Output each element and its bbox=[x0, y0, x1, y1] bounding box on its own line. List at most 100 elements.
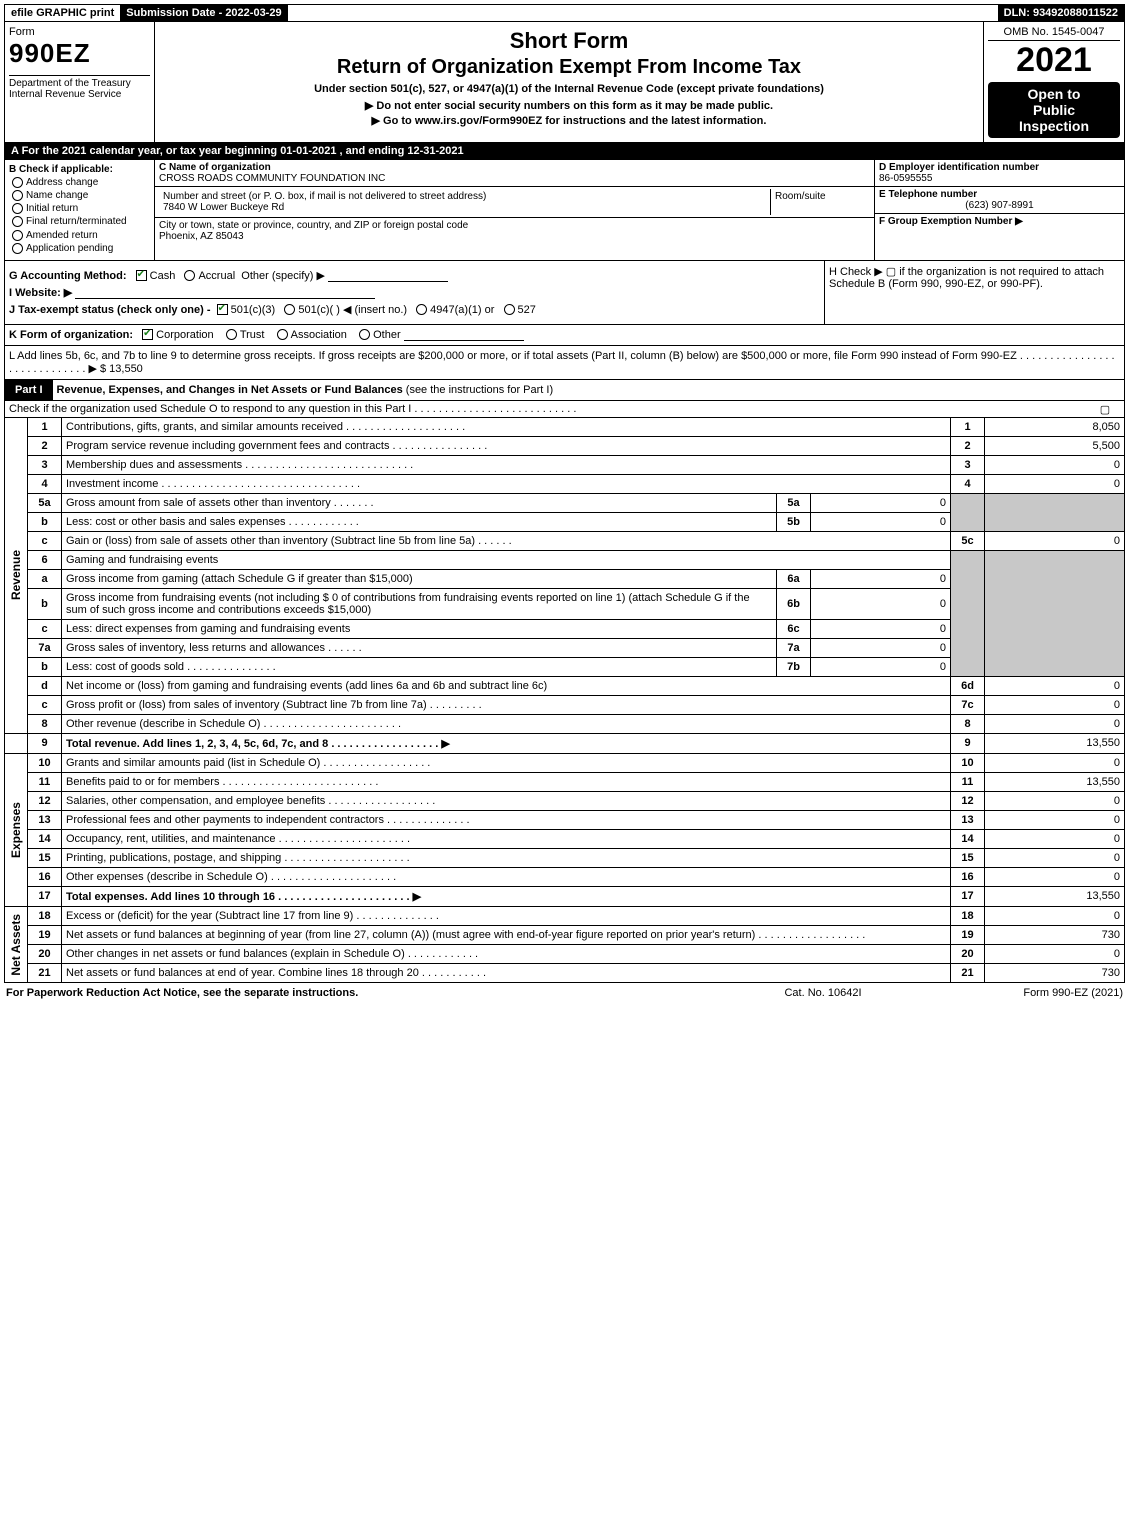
line-7b-desc: Less: cost of goods sold . . . . . . . .… bbox=[62, 657, 777, 676]
check-other-org[interactable] bbox=[359, 329, 370, 340]
b-header: B Check if applicable: bbox=[9, 164, 150, 175]
line-14-label: 14 bbox=[951, 829, 985, 848]
form-label: Form bbox=[9, 26, 150, 38]
line-6d-amount: 0 bbox=[985, 676, 1125, 695]
line-6b-sublabel: 6b bbox=[777, 588, 811, 619]
tel-value: (623) 907-8991 bbox=[879, 200, 1120, 211]
line-5a-desc: Gross amount from sale of assets other t… bbox=[62, 493, 777, 512]
check-4947[interactable] bbox=[416, 304, 427, 315]
line-19-label: 19 bbox=[951, 925, 985, 944]
part-i-tab: Part I bbox=[5, 380, 53, 400]
line-6-desc: Gaming and fundraising events bbox=[62, 550, 951, 569]
line-12-desc: Salaries, other compensation, and employ… bbox=[62, 791, 951, 810]
check-527[interactable] bbox=[504, 304, 515, 315]
k-form-of-org: K Form of organization: Corporation Trus… bbox=[4, 325, 1125, 346]
rev-spacer bbox=[5, 733, 28, 753]
line-8-num: 8 bbox=[28, 714, 62, 733]
omb-number: OMB No. 1545-0047 bbox=[988, 26, 1120, 41]
line-18-desc: Excess or (deficit) for the year (Subtra… bbox=[62, 906, 951, 925]
line-3-amount: 0 bbox=[985, 455, 1125, 474]
section-h: H Check ▶ ▢ if the organization is not r… bbox=[824, 261, 1124, 324]
line-9-desc: Total revenue. Add lines 1, 2, 3, 4, 5c,… bbox=[62, 733, 951, 753]
line-16-desc: Other expenses (describe in Schedule O) … bbox=[62, 867, 951, 886]
line-2-label: 2 bbox=[951, 436, 985, 455]
c-room-label: Room/suite bbox=[770, 189, 870, 215]
line-7a-desc: Gross sales of inventory, less returns a… bbox=[62, 638, 777, 657]
line-4-num: 4 bbox=[28, 474, 62, 493]
line-5c-desc: Gain or (loss) from sale of assets other… bbox=[62, 531, 951, 550]
org-city: Phoenix, AZ 85043 bbox=[159, 231, 870, 242]
section-b-checkboxes: B Check if applicable: Address change Na… bbox=[5, 160, 155, 260]
line-19-num: 19 bbox=[28, 925, 62, 944]
line-4-amount: 0 bbox=[985, 474, 1125, 493]
check-corporation[interactable] bbox=[142, 329, 153, 340]
part-i-header: Part I Revenue, Expenses, and Changes in… bbox=[4, 380, 1125, 401]
line-12-num: 12 bbox=[28, 791, 62, 810]
org-name: CROSS ROADS COMMUNITY FOUNDATION INC bbox=[159, 173, 870, 184]
check-name-change[interactable]: Name change bbox=[9, 190, 150, 201]
line-21-desc: Net assets or fund balances at end of ye… bbox=[62, 963, 951, 982]
line-5-grey-amt bbox=[985, 493, 1125, 531]
f-group-label: F Group Exemption Number ▶ bbox=[879, 216, 1120, 227]
dln: DLN: 93492088011522 bbox=[998, 5, 1124, 21]
line-7c-num: c bbox=[28, 695, 62, 714]
line-5b-subvalue: 0 bbox=[811, 512, 951, 531]
line-6a-subvalue: 0 bbox=[811, 569, 951, 588]
line-1-label: 1 bbox=[951, 418, 985, 437]
line-10-label: 10 bbox=[951, 753, 985, 772]
schedule-o-checkbox[interactable]: ▢ bbox=[1090, 403, 1120, 416]
line-2-desc: Program service revenue including govern… bbox=[62, 436, 951, 455]
line-5b-sublabel: 5b bbox=[777, 512, 811, 531]
line-7c-label: 7c bbox=[951, 695, 985, 714]
line-6b-desc: Gross income from fundraising events (no… bbox=[62, 588, 777, 619]
line-3-num: 3 bbox=[28, 455, 62, 474]
form-header: Form 990EZ Department of the Treasury In… bbox=[4, 22, 1125, 143]
header-goto[interactable]: ▶ Go to www.irs.gov/Form990EZ for instru… bbox=[159, 114, 979, 127]
line-6-grey-amt bbox=[985, 550, 1125, 676]
open-to-public: Open to Public Inspection bbox=[988, 82, 1120, 138]
line-15-label: 15 bbox=[951, 848, 985, 867]
line-5c-num: c bbox=[28, 531, 62, 550]
line-6d-num: d bbox=[28, 676, 62, 695]
efile-print[interactable]: efile GRAPHIC print bbox=[5, 5, 120, 21]
line-1-amount: 8,050 bbox=[985, 418, 1125, 437]
section-a-tax-year: A For the 2021 calendar year, or tax yea… bbox=[4, 143, 1125, 160]
line-6c-sublabel: 6c bbox=[777, 619, 811, 638]
line-7b-sublabel: 7b bbox=[777, 657, 811, 676]
check-final-return[interactable]: Final return/terminated bbox=[9, 216, 150, 227]
check-initial-return[interactable]: Initial return bbox=[9, 203, 150, 214]
line-9-label: 9 bbox=[951, 733, 985, 753]
line-7b-subvalue: 0 bbox=[811, 657, 951, 676]
section-def: D Employer identification number 86-0595… bbox=[874, 160, 1124, 260]
dept-treasury: Department of the Treasury Internal Reve… bbox=[9, 75, 150, 100]
line-13-label: 13 bbox=[951, 810, 985, 829]
line-20-desc: Other changes in net assets or fund bala… bbox=[62, 944, 951, 963]
check-trust[interactable] bbox=[226, 329, 237, 340]
line-10-num: 10 bbox=[28, 753, 62, 772]
ein-value: 86-0595555 bbox=[879, 173, 1120, 184]
line-7a-num: 7a bbox=[28, 638, 62, 657]
line-10-amount: 0 bbox=[985, 753, 1125, 772]
check-amended-return[interactable]: Amended return bbox=[9, 230, 150, 241]
line-6d-label: 6d bbox=[951, 676, 985, 695]
check-501c3[interactable] bbox=[217, 304, 228, 315]
page-footer: For Paperwork Reduction Act Notice, see … bbox=[4, 983, 1125, 1003]
line-5a-num: 5a bbox=[28, 493, 62, 512]
line-6d-desc: Net income or (loss) from gaming and fun… bbox=[62, 676, 951, 695]
check-accrual[interactable] bbox=[184, 270, 195, 281]
line-13-num: 13 bbox=[28, 810, 62, 829]
check-cash[interactable] bbox=[136, 270, 147, 281]
line-3-desc: Membership dues and assessments . . . . … bbox=[62, 455, 951, 474]
check-application-pending[interactable]: Application pending bbox=[9, 243, 150, 254]
check-address-change[interactable]: Address change bbox=[9, 177, 150, 188]
check-501c[interactable] bbox=[284, 304, 295, 315]
section-c: C Name of organization CROSS ROADS COMMU… bbox=[155, 160, 874, 260]
line-4-desc: Investment income . . . . . . . . . . . … bbox=[62, 474, 951, 493]
line-15-amount: 0 bbox=[985, 848, 1125, 867]
d-ein-label: D Employer identification number bbox=[879, 162, 1120, 173]
line-17-desc: Total expenses. Add lines 10 through 16 … bbox=[62, 886, 951, 906]
form-number: 990EZ bbox=[9, 38, 150, 69]
check-association[interactable] bbox=[277, 329, 288, 340]
line-3-label: 3 bbox=[951, 455, 985, 474]
line-18-num: 18 bbox=[28, 906, 62, 925]
